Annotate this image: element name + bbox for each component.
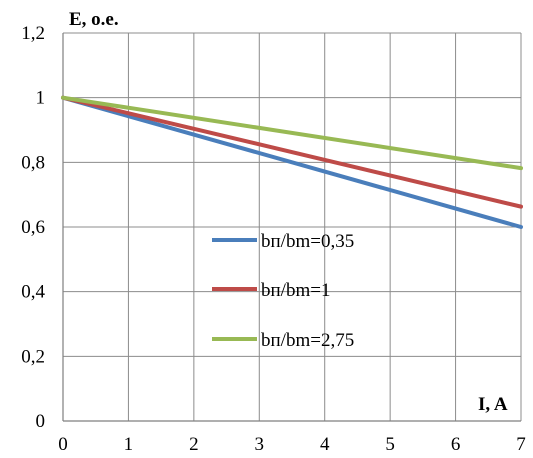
series-line (61, 95, 523, 209)
y-tick-labels: 0 0,2 0,4 0,6 0,8 1 1,2 (21, 23, 45, 432)
y-axis-label: E, o.e. (69, 9, 119, 30)
series-lines (61, 95, 523, 229)
x-axis-label: I, A (478, 394, 508, 415)
y-tick-label: 0 (36, 411, 46, 432)
legend-label: bп/bm=2,75 (261, 330, 354, 351)
x-tick-label: 1 (124, 434, 134, 455)
x-tick-label: 3 (255, 434, 265, 455)
y-tick-label: 1 (36, 88, 46, 109)
y-tick-label: 0,8 (21, 152, 45, 173)
series-line (61, 95, 523, 171)
legend: bп/bm=0,35 bп/bm=1 bп/bm=2,75 (212, 231, 354, 351)
y-tick-label: 0,4 (21, 282, 45, 303)
legend-label: bп/bm=1 (261, 280, 330, 301)
series-line (61, 95, 523, 229)
y-tick-label: 0,2 (21, 346, 45, 367)
x-tick-label: 6 (451, 434, 461, 455)
x-tick-label: 0 (58, 434, 68, 455)
x-tick-label: 7 (516, 434, 526, 455)
x-tick-labels: 0 1 2 3 4 5 6 7 (58, 434, 526, 455)
x-tick-label: 4 (320, 434, 330, 455)
legend-label: bп/bm=0,35 (261, 231, 354, 252)
grid (62, 32, 522, 422)
x-tick-label: 2 (189, 434, 199, 455)
x-tick-label: 5 (385, 434, 395, 455)
y-tick-label: 1,2 (21, 23, 45, 44)
y-tick-label: 0,6 (21, 217, 45, 238)
